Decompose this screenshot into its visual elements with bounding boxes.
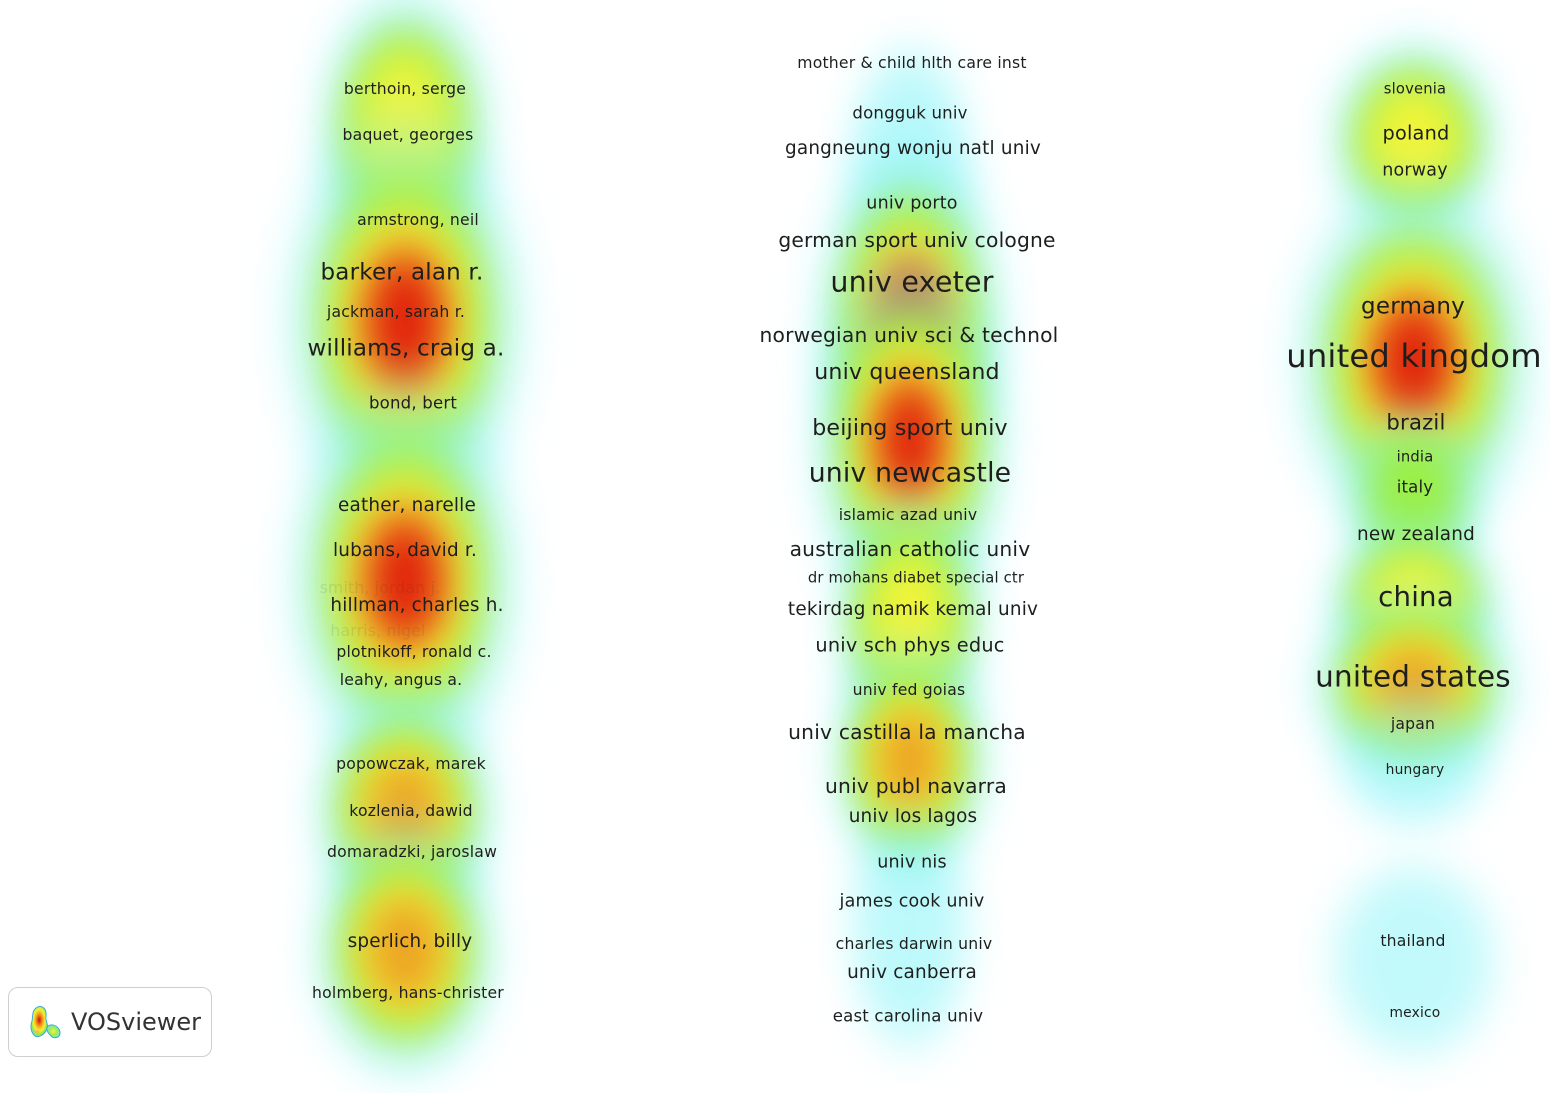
organization-label[interactable]: univ nis — [877, 852, 947, 873]
organization-label[interactable]: univ canberra — [847, 961, 977, 983]
organization-label[interactable]: australian catholic univ — [789, 536, 1031, 561]
author-label[interactable]: popowczak, marek — [336, 754, 486, 774]
vosviewer-logo-icon — [27, 1002, 65, 1042]
organization-label[interactable]: univ sch phys educ — [815, 633, 1005, 657]
author-label[interactable]: bond, bert — [368, 393, 458, 413]
organization-label[interactable]: univ castilla la mancha — [788, 719, 1026, 744]
author-label[interactable]: leahy, angus a. — [339, 670, 463, 690]
organization-label[interactable]: dr mohans diabet special ctr — [807, 569, 1025, 587]
organization-label[interactable]: univ newcastle — [808, 457, 1012, 489]
author-label[interactable]: harris, nigel — [330, 621, 426, 641]
author-label[interactable]: baquet, georges — [342, 125, 474, 145]
countrie-label[interactable]: japan — [1390, 714, 1436, 734]
density-blob — [871, 700, 949, 820]
author-label[interactable]: sperlich, billy — [347, 930, 473, 952]
organization-label[interactable]: univ los lagos — [848, 805, 978, 827]
author-label[interactable]: barker, alan r. — [320, 259, 484, 286]
density-blob — [806, 126, 1014, 514]
density-blob — [308, 0, 502, 291]
countrie-label[interactable]: italy — [1396, 477, 1434, 497]
author-label[interactable]: jackman, sarah r. — [326, 302, 466, 322]
organization-label[interactable]: univ fed goias — [852, 680, 966, 700]
vosviewer-logo-text: VOSviewer — [71, 1008, 202, 1036]
density-blob — [1330, 682, 1498, 838]
organization-label[interactable]: univ porto — [866, 193, 958, 214]
author-label[interactable]: smith, jordan j. — [319, 578, 441, 598]
countrie-label[interactable]: mexico — [1389, 1005, 1441, 1022]
countrie-label[interactable]: thailand — [1380, 931, 1446, 951]
organization-label[interactable]: east carolina univ — [832, 1006, 984, 1026]
author-label[interactable]: williams, craig a. — [307, 335, 505, 362]
organization-label[interactable]: james cook univ — [839, 891, 985, 912]
author-label[interactable]: holmberg, hans-christer — [312, 983, 504, 1003]
countrie-label[interactable]: china — [1378, 580, 1454, 614]
organization-label[interactable]: gangneung wonju natl univ — [784, 137, 1042, 159]
organization-label[interactable]: beijing sport univ — [812, 415, 1008, 441]
author-label[interactable]: plotnikoff, ronald c. — [336, 642, 492, 662]
countrie-label[interactable]: norway — [1382, 160, 1448, 181]
organization-label[interactable]: norwegian univ sci & technol — [759, 322, 1059, 347]
countrie-label[interactable]: brazil — [1386, 409, 1446, 435]
organization-label[interactable]: tekirdag namik kemal univ — [787, 598, 1039, 620]
density-blob — [1321, 850, 1507, 1070]
author-label[interactable]: armstrong, neil — [357, 210, 479, 230]
organization-label[interactable]: islamic azad univ — [838, 505, 978, 525]
author-label[interactable]: eather, narelle — [338, 494, 476, 516]
organization-label[interactable]: dongguk univ — [852, 103, 968, 123]
organization-label[interactable]: univ publ navarra — [825, 773, 1007, 798]
vosviewer-logo-badge: VOSviewer — [8, 987, 212, 1057]
author-label[interactable]: lubans, david r. — [332, 539, 478, 561]
countrie-label[interactable]: new zealand — [1356, 523, 1476, 545]
organization-label[interactable]: charles darwin univ — [835, 934, 993, 954]
author-label[interactable]: domaradzki, jaroslaw — [326, 842, 498, 862]
countrie-label[interactable]: united kingdom — [1286, 336, 1542, 375]
countrie-label[interactable]: hungary — [1385, 762, 1445, 779]
countrie-label[interactable]: poland — [1382, 121, 1450, 145]
author-label[interactable]: kozlenia, dawid — [349, 801, 473, 821]
density-blob — [861, 538, 959, 702]
countrie-label[interactable]: slovenia — [1383, 80, 1447, 98]
organization-label[interactable]: univ queensland — [814, 359, 1000, 385]
author-label[interactable]: hillman, charles h. — [330, 594, 504, 616]
organization-label[interactable]: german sport univ cologne — [778, 227, 1056, 252]
countrie-label[interactable]: germany — [1361, 293, 1465, 320]
organization-label[interactable]: mother & child hlth care inst — [797, 53, 1027, 73]
countrie-label[interactable]: united states — [1315, 659, 1511, 694]
organization-label[interactable]: univ exeter — [830, 265, 994, 299]
countrie-label[interactable]: india — [1396, 448, 1434, 466]
author-label[interactable]: berthoin, serge — [343, 79, 467, 99]
